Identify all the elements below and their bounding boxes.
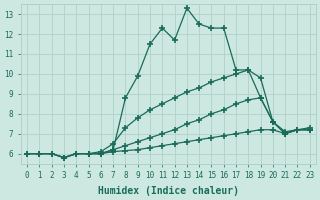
- X-axis label: Humidex (Indice chaleur): Humidex (Indice chaleur): [98, 186, 239, 196]
